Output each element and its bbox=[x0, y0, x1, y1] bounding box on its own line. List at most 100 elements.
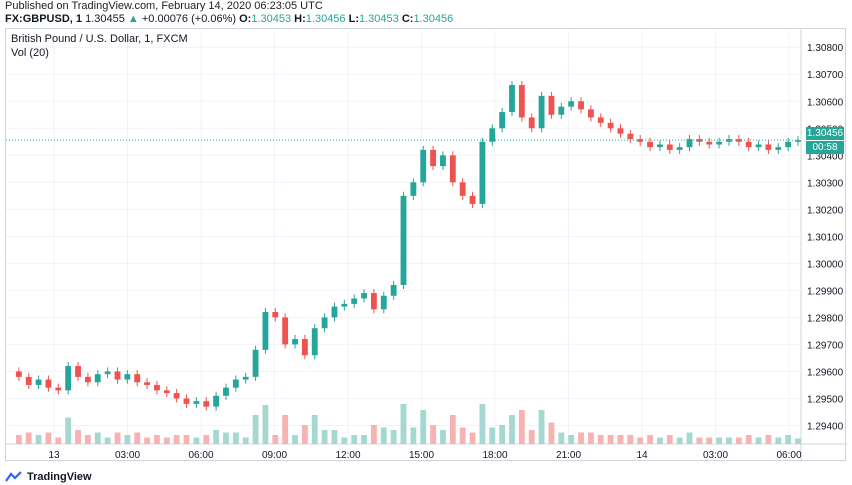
volume-bar bbox=[775, 437, 782, 444]
candle-body bbox=[686, 139, 693, 148]
tradingview-logo-icon bbox=[5, 471, 22, 482]
candle-body bbox=[65, 366, 72, 391]
candle-body bbox=[163, 390, 170, 394]
candle-body bbox=[232, 379, 239, 388]
candle-body bbox=[430, 149, 437, 167]
volume-bar bbox=[25, 432, 32, 444]
candle-body bbox=[509, 85, 515, 113]
volume-bar bbox=[735, 437, 742, 444]
volume-bar bbox=[282, 415, 289, 444]
x-tick-label: 09:00 bbox=[262, 450, 287, 461]
volume-bar bbox=[183, 435, 190, 444]
candle-body bbox=[726, 139, 732, 142]
volume-bar bbox=[755, 437, 762, 444]
candle-body bbox=[765, 144, 772, 150]
volume-bar bbox=[84, 435, 91, 444]
candle-body bbox=[568, 101, 575, 107]
volume-bar bbox=[499, 425, 506, 444]
candle-body bbox=[627, 133, 634, 140]
volume-bar bbox=[449, 415, 456, 444]
volume-bar bbox=[262, 405, 269, 444]
volume-bar bbox=[509, 415, 515, 444]
volume-bar bbox=[410, 427, 417, 444]
candle-body bbox=[637, 139, 644, 142]
tradingview-brand: TradingView bbox=[27, 471, 92, 483]
volume-bar bbox=[459, 427, 466, 444]
candle-body bbox=[745, 141, 752, 148]
volume-bar bbox=[134, 432, 141, 444]
candle-body bbox=[321, 317, 328, 329]
candle-body bbox=[587, 109, 594, 118]
volume-bar bbox=[361, 435, 367, 444]
volume-bar bbox=[647, 435, 653, 444]
volume-bar bbox=[173, 435, 180, 444]
candle-body bbox=[380, 295, 387, 310]
candle-body bbox=[390, 284, 397, 296]
volume-bar bbox=[144, 437, 150, 444]
y-tick-label: 1.29900 bbox=[807, 286, 844, 297]
volume-bar bbox=[242, 437, 249, 444]
high-value: 1.30456 bbox=[305, 13, 346, 25]
candle-body bbox=[597, 117, 604, 123]
volume-bar bbox=[94, 432, 101, 444]
candle-body bbox=[755, 144, 762, 148]
y-tick-label: 1.29700 bbox=[807, 340, 844, 351]
volume-bar bbox=[568, 435, 575, 444]
volume-bar bbox=[597, 435, 604, 444]
candle-body bbox=[311, 328, 318, 356]
candle-body bbox=[114, 371, 121, 380]
volume-bar bbox=[440, 430, 446, 444]
candle-body bbox=[400, 195, 407, 285]
x-tick-label: 03:00 bbox=[115, 450, 140, 461]
close-value: 1.30456 bbox=[413, 13, 454, 25]
candle-body bbox=[45, 379, 52, 388]
candle-body bbox=[647, 141, 653, 148]
volume-bar bbox=[65, 417, 72, 444]
volume-bar bbox=[163, 437, 170, 444]
up-arrow-icon: ▲ bbox=[127, 13, 139, 25]
volume-bar bbox=[380, 427, 387, 444]
candle-body bbox=[785, 141, 792, 148]
volume-bar bbox=[193, 437, 200, 444]
volume-bar bbox=[104, 437, 111, 444]
volume-bar bbox=[124, 435, 131, 444]
candle-body bbox=[124, 374, 131, 380]
candle-body bbox=[84, 376, 91, 383]
chart-area[interactable]: 1.308001.307001.306001.305001.304001.303… bbox=[5, 28, 847, 462]
footer: TradingView bbox=[5, 469, 92, 485]
volume-bar bbox=[370, 425, 377, 444]
candle-body bbox=[548, 95, 555, 115]
candle-body bbox=[134, 374, 141, 383]
candle-body bbox=[351, 298, 358, 304]
x-tick-label: 06:00 bbox=[776, 450, 801, 461]
candle-body bbox=[301, 339, 308, 356]
volume-bar bbox=[223, 432, 229, 444]
volume-bar bbox=[311, 415, 318, 444]
candle-body bbox=[370, 293, 377, 310]
y-tick-label: 1.30800 bbox=[807, 43, 844, 54]
x-tick-label: 12:00 bbox=[335, 450, 360, 461]
candle-body bbox=[440, 155, 446, 167]
candle-body bbox=[173, 393, 180, 399]
volume-bar bbox=[114, 432, 121, 444]
x-tick-label: 18:00 bbox=[482, 450, 507, 461]
candle-body bbox=[262, 312, 269, 350]
last-price: 1.30455 bbox=[85, 13, 125, 25]
price-chart-svg[interactable]: 1.308001.307001.306001.305001.304001.303… bbox=[6, 29, 847, 462]
volume-bar bbox=[627, 435, 634, 444]
candle-body bbox=[716, 141, 723, 145]
x-tick-label: 06:00 bbox=[188, 450, 213, 461]
volume-bar bbox=[587, 432, 594, 444]
volume-bar bbox=[75, 430, 81, 444]
y-tick-label: 1.29800 bbox=[807, 313, 844, 324]
candle-body bbox=[35, 379, 42, 385]
candle-body bbox=[676, 147, 683, 150]
x-tick-label: 15:00 bbox=[409, 450, 434, 461]
volume-bar bbox=[706, 437, 713, 444]
candle-body bbox=[410, 182, 417, 196]
y-tick-label: 1.30400 bbox=[807, 151, 844, 162]
volume-bar bbox=[45, 432, 52, 444]
y-tick-label: 1.30300 bbox=[807, 178, 844, 189]
open-label: O: bbox=[239, 13, 252, 25]
volume-bar bbox=[341, 437, 348, 444]
